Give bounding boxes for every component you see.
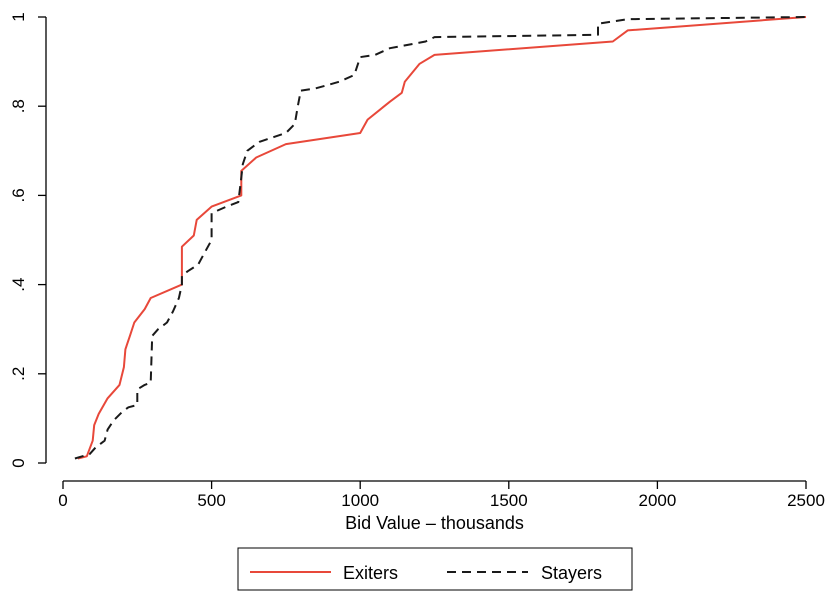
- series-line-exiters: [77, 16, 807, 460]
- legend-label-stayers: Stayers: [541, 563, 602, 583]
- x-tick-label: 1500: [490, 491, 528, 510]
- y-tick-label: 0: [9, 458, 28, 467]
- x-axis-title: Bid Value – thousands: [345, 513, 524, 533]
- y-tick-label: 1: [9, 12, 28, 21]
- series-line-stayers: [74, 16, 807, 460]
- x-tick-label: 1000: [341, 491, 379, 510]
- x-tick-label: 2500: [787, 491, 825, 510]
- legend: Exiters Stayers: [237, 547, 633, 591]
- legend-box: [237, 547, 633, 591]
- x-tick-label: 500: [197, 491, 225, 510]
- y-axis-ticks: 0 .2 .4 .6 .8 1: [9, 12, 46, 468]
- series-layer: [74, 16, 807, 460]
- x-tick-label: 2000: [638, 491, 676, 510]
- x-tick-label: 0: [58, 491, 67, 510]
- legend-label-exiters: Exiters: [343, 563, 398, 583]
- x-axis-ticks: 0 500 1000 1500 2000 2500: [58, 481, 825, 510]
- y-tick-label: .8: [9, 99, 28, 113]
- y-tick-label: .2: [9, 367, 28, 381]
- y-tick-label: .4: [9, 278, 28, 292]
- y-tick-label: .6: [9, 188, 28, 202]
